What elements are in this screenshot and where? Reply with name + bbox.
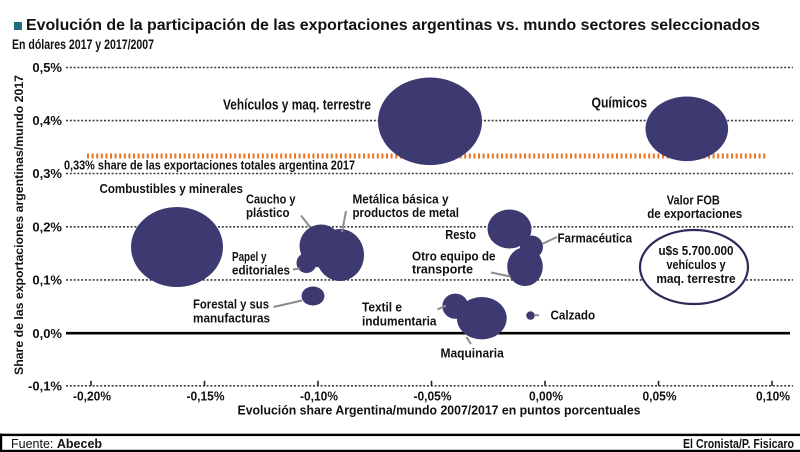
svg-text:Caucho y: Caucho y (246, 192, 296, 207)
svg-text:0,1%: 0,1% (32, 273, 62, 288)
svg-text:plástico: plástico (246, 205, 290, 220)
svg-text:El Cronista/P. Fisicaro: El Cronista/P. Fisicaro (683, 437, 794, 451)
svg-text:Químicos: Químicos (592, 95, 648, 112)
svg-text:0,00%: 0,00% (529, 389, 563, 404)
svg-text:transporte: transporte (412, 262, 473, 277)
svg-text:u$s 5.700.000: u$s 5.700.000 (659, 243, 734, 258)
svg-text:Farmacéutica: Farmacéutica (558, 231, 633, 246)
svg-text:0,4%: 0,4% (32, 113, 62, 128)
svg-text:Share de las exportaciones arg: Share de las exportaciones argentinas/mu… (12, 75, 26, 375)
svg-text:Textil e: Textil e (362, 300, 402, 315)
svg-text:editoriales: editoriales (232, 263, 290, 278)
svg-text:Otro equipo de: Otro equipo de (412, 249, 496, 264)
svg-text:Combustibles y minerales: Combustibles y minerales (100, 181, 244, 196)
svg-text:Calzado: Calzado (551, 308, 596, 323)
svg-text:0,2%: 0,2% (32, 220, 62, 235)
svg-text:Forestal y sus: Forestal y sus (193, 297, 269, 312)
svg-text:0,5%: 0,5% (32, 60, 62, 75)
svg-text:de exportaciones: de exportaciones (647, 206, 742, 221)
svg-text:Resto: Resto (445, 227, 476, 242)
svg-text:Valor FOB: Valor FOB (667, 193, 720, 208)
svg-text:indumentaria: indumentaria (362, 314, 437, 329)
svg-text:Evolución share Argentina/mund: Evolución share Argentina/mundo 2007/201… (238, 403, 641, 418)
svg-text:-0,15%: -0,15% (187, 389, 225, 404)
svg-text:productos de metal: productos de metal (353, 205, 460, 220)
svg-text:0,05%: 0,05% (643, 389, 677, 404)
svg-text:0,0%: 0,0% (32, 326, 62, 341)
svg-text:-0,20%: -0,20% (73, 389, 111, 404)
svg-text:-0,05%: -0,05% (414, 389, 452, 404)
svg-text:Metálica básica y: Metálica básica y (353, 192, 450, 207)
svg-text:manufacturas: manufacturas (193, 311, 270, 326)
svg-text:maq. terrestre: maq. terrestre (656, 271, 735, 286)
svg-text:-0,1%: -0,1% (28, 379, 62, 394)
svg-text:0,3%: 0,3% (32, 166, 62, 181)
svg-text:Vehículos y maq. terrestre: Vehículos y maq. terrestre (223, 97, 371, 114)
svg-text:0,10%: 0,10% (756, 389, 790, 404)
svg-text:Fuente: Abeceb: Fuente: Abeceb (11, 437, 102, 451)
svg-text:0,33% share de las exportacion: 0,33% share de las exportaciones totales… (64, 159, 355, 173)
svg-text:Evolución de la participación: Evolución de la participación de las exp… (26, 17, 760, 34)
svg-text:Papel y: Papel y (232, 249, 267, 264)
svg-text:-0,10%: -0,10% (300, 389, 338, 404)
svg-text:En dólares 2017 y 2017/2007: En dólares 2017 y 2017/2007 (12, 37, 154, 52)
svg-text:vehículos y: vehículos y (667, 257, 727, 272)
svg-text:Maquinaria: Maquinaria (441, 346, 505, 361)
